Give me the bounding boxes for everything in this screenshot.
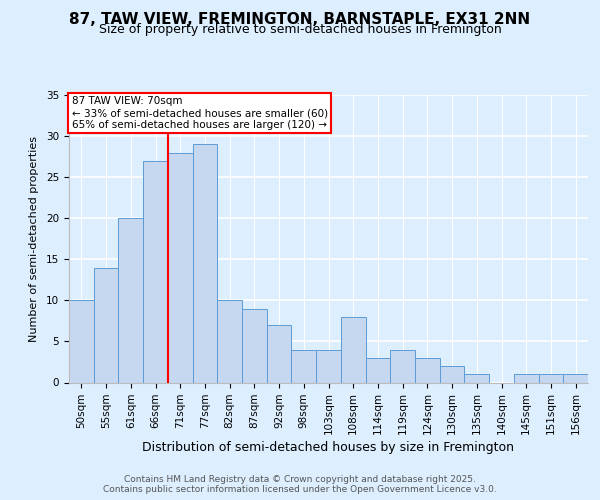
Bar bbox=[292, 350, 316, 382]
Bar bbox=[341, 317, 365, 382]
Bar bbox=[514, 374, 539, 382]
Text: 87, TAW VIEW, FREMINGTON, BARNSTAPLE, EX31 2NN: 87, TAW VIEW, FREMINGTON, BARNSTAPLE, EX… bbox=[70, 12, 530, 28]
Bar bbox=[118, 218, 143, 382]
Bar bbox=[267, 325, 292, 382]
Bar bbox=[464, 374, 489, 382]
Bar bbox=[390, 350, 415, 382]
X-axis label: Distribution of semi-detached houses by size in Fremington: Distribution of semi-detached houses by … bbox=[143, 442, 515, 454]
Y-axis label: Number of semi-detached properties: Number of semi-detached properties bbox=[29, 136, 39, 342]
Text: Size of property relative to semi-detached houses in Fremington: Size of property relative to semi-detach… bbox=[98, 24, 502, 36]
Bar bbox=[69, 300, 94, 382]
Bar bbox=[168, 152, 193, 382]
Bar bbox=[316, 350, 341, 382]
Bar bbox=[539, 374, 563, 382]
Bar bbox=[563, 374, 588, 382]
Text: 87 TAW VIEW: 70sqm
← 33% of semi-detached houses are smaller (60)
65% of semi-de: 87 TAW VIEW: 70sqm ← 33% of semi-detache… bbox=[71, 96, 328, 130]
Text: Contains HM Land Registry data © Crown copyright and database right 2025.
Contai: Contains HM Land Registry data © Crown c… bbox=[103, 474, 497, 494]
Bar bbox=[440, 366, 464, 382]
Bar bbox=[94, 268, 118, 382]
Bar bbox=[217, 300, 242, 382]
Bar bbox=[193, 144, 217, 382]
Bar bbox=[143, 160, 168, 382]
Bar bbox=[415, 358, 440, 382]
Bar bbox=[365, 358, 390, 382]
Bar bbox=[242, 308, 267, 382]
